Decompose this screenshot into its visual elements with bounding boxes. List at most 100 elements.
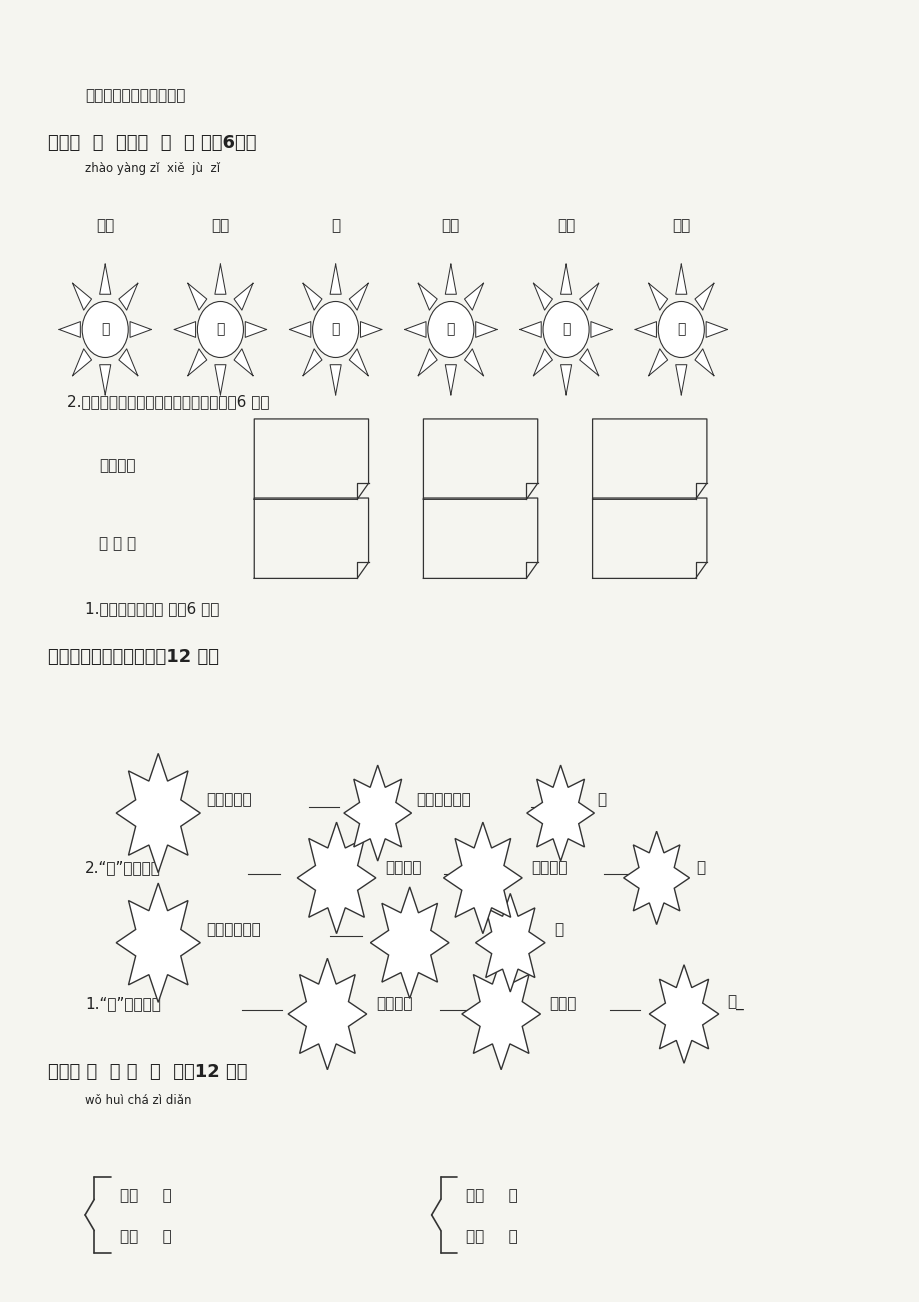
Text: 眠: 眠 xyxy=(447,323,455,336)
Polygon shape xyxy=(119,284,138,310)
Text: 四、我 会  查 字  典  。（12 分）: 四、我 会 查 字 典 。（12 分） xyxy=(49,1064,248,1082)
Polygon shape xyxy=(675,264,686,294)
Text: 画，第五画是: 画，第五画是 xyxy=(415,793,471,807)
Polygon shape xyxy=(464,349,482,376)
Text: 鸣叫: 鸣叫 xyxy=(441,219,460,233)
Polygon shape xyxy=(215,365,226,395)
Polygon shape xyxy=(418,349,437,376)
Polygon shape xyxy=(533,284,551,310)
Polygon shape xyxy=(370,887,448,999)
Polygon shape xyxy=(119,349,138,376)
Polygon shape xyxy=(519,322,540,337)
Ellipse shape xyxy=(82,302,128,358)
Polygon shape xyxy=(404,322,425,337)
Polygon shape xyxy=(73,284,92,310)
Polygon shape xyxy=(694,349,713,376)
Text: 部首是: 部首是 xyxy=(549,996,576,1012)
Text: 伴（     ）: 伴（ ） xyxy=(119,1187,171,1203)
Polygon shape xyxy=(443,822,522,934)
Polygon shape xyxy=(330,365,341,395)
Ellipse shape xyxy=(542,302,588,358)
Text: 没有: 没有 xyxy=(556,219,574,233)
Text: 。: 。 xyxy=(553,922,562,937)
Text: ，部首是: ，部首是 xyxy=(531,861,567,875)
Polygon shape xyxy=(649,965,718,1064)
Polygon shape xyxy=(475,893,544,992)
Text: 1.“潜”的音节是: 1.“潜”的音节是 xyxy=(85,996,161,1012)
Polygon shape xyxy=(344,766,411,861)
Polygon shape xyxy=(73,349,92,376)
Polygon shape xyxy=(648,349,667,376)
Text: 胖（     ）: 胖（ ） xyxy=(119,1229,171,1245)
Polygon shape xyxy=(706,322,727,337)
Polygon shape xyxy=(445,365,456,395)
Polygon shape xyxy=(245,322,267,337)
Text: 天亮: 天亮 xyxy=(96,219,114,233)
Polygon shape xyxy=(623,831,688,924)
Polygon shape xyxy=(445,264,456,294)
Polygon shape xyxy=(533,349,551,376)
Text: 睡觉: 睡觉 xyxy=(672,219,689,233)
Polygon shape xyxy=(579,284,598,310)
Text: 。: 。 xyxy=(596,793,606,807)
Text: 1.照样子，写词语 。（6 分）: 1.照样子，写词语 。（6 分） xyxy=(85,600,220,616)
Polygon shape xyxy=(116,754,200,872)
Ellipse shape xyxy=(427,302,473,358)
Text: ，音节是: ，音节是 xyxy=(384,861,421,875)
Text: 闻: 闻 xyxy=(562,323,570,336)
Text: 结构，共有: 结构，共有 xyxy=(206,793,251,807)
Text: 晓: 晓 xyxy=(216,323,224,336)
Polygon shape xyxy=(174,322,196,337)
Polygon shape xyxy=(560,365,571,395)
Polygon shape xyxy=(648,284,667,310)
Ellipse shape xyxy=(312,302,358,358)
Polygon shape xyxy=(464,284,482,310)
Text: 啊: 啊 xyxy=(676,323,685,336)
Text: 无: 无 xyxy=(331,323,339,336)
Polygon shape xyxy=(116,883,200,1003)
Text: 听到: 听到 xyxy=(211,219,230,233)
Text: ，: ， xyxy=(695,861,704,875)
Polygon shape xyxy=(233,284,253,310)
Text: 五、我会按要求答题。（12 分）: 五、我会按要求答题。（12 分） xyxy=(49,648,220,667)
Text: 就: 就 xyxy=(331,219,340,233)
Polygon shape xyxy=(288,958,367,1070)
Text: 又黑又小: 又黑又小 xyxy=(98,458,135,473)
Polygon shape xyxy=(187,349,207,376)
Polygon shape xyxy=(675,365,686,395)
Text: wǒ huì chá zì diǎn: wǒ huì chá zì diǎn xyxy=(85,1095,191,1108)
Text: 乃: 乃 xyxy=(101,323,109,336)
Polygon shape xyxy=(475,322,496,337)
Text: 晓（     ）: 晓（ ） xyxy=(466,1187,517,1203)
Polygon shape xyxy=(130,322,151,337)
Text: ，音序是: ，音序是 xyxy=(376,996,412,1012)
Text: ，_: ，_ xyxy=(726,996,743,1012)
Text: 2.“眠”的音序是: 2.“眠”的音序是 xyxy=(85,861,161,875)
Polygon shape xyxy=(560,264,571,294)
Polygon shape xyxy=(418,284,437,310)
Polygon shape xyxy=(349,284,368,310)
Polygon shape xyxy=(527,766,594,861)
Polygon shape xyxy=(99,365,110,395)
Text: 六、照  样  子，写  句  子 。（6分）: 六、照 样 子，写 句 子 。（6分） xyxy=(49,134,256,152)
Ellipse shape xyxy=(198,302,244,358)
Polygon shape xyxy=(461,958,539,1070)
Polygon shape xyxy=(289,322,311,337)
Polygon shape xyxy=(99,264,110,294)
Text: 绕（     ）: 绕（ ） xyxy=(466,1229,517,1245)
Polygon shape xyxy=(215,264,226,294)
Polygon shape xyxy=(360,322,381,337)
Polygon shape xyxy=(233,349,253,376)
Polygon shape xyxy=(297,822,376,934)
Text: 亮 晶 晶: 亮 晶 晶 xyxy=(98,536,136,551)
Polygon shape xyxy=(349,349,368,376)
Text: 结构，组词是: 结构，组词是 xyxy=(206,922,260,937)
Polygon shape xyxy=(59,322,80,337)
Polygon shape xyxy=(302,284,322,310)
Text: 例：蚕姑娘吐出丝儿来。: 例：蚕姑娘吐出丝儿来。 xyxy=(85,89,186,104)
Text: zhào yàng zǐ  xiě  jù  zǐ: zhào yàng zǐ xiě jù zǐ xyxy=(85,163,220,176)
Polygon shape xyxy=(579,349,598,376)
Polygon shape xyxy=(330,264,341,294)
Polygon shape xyxy=(694,284,713,310)
Polygon shape xyxy=(187,284,207,310)
